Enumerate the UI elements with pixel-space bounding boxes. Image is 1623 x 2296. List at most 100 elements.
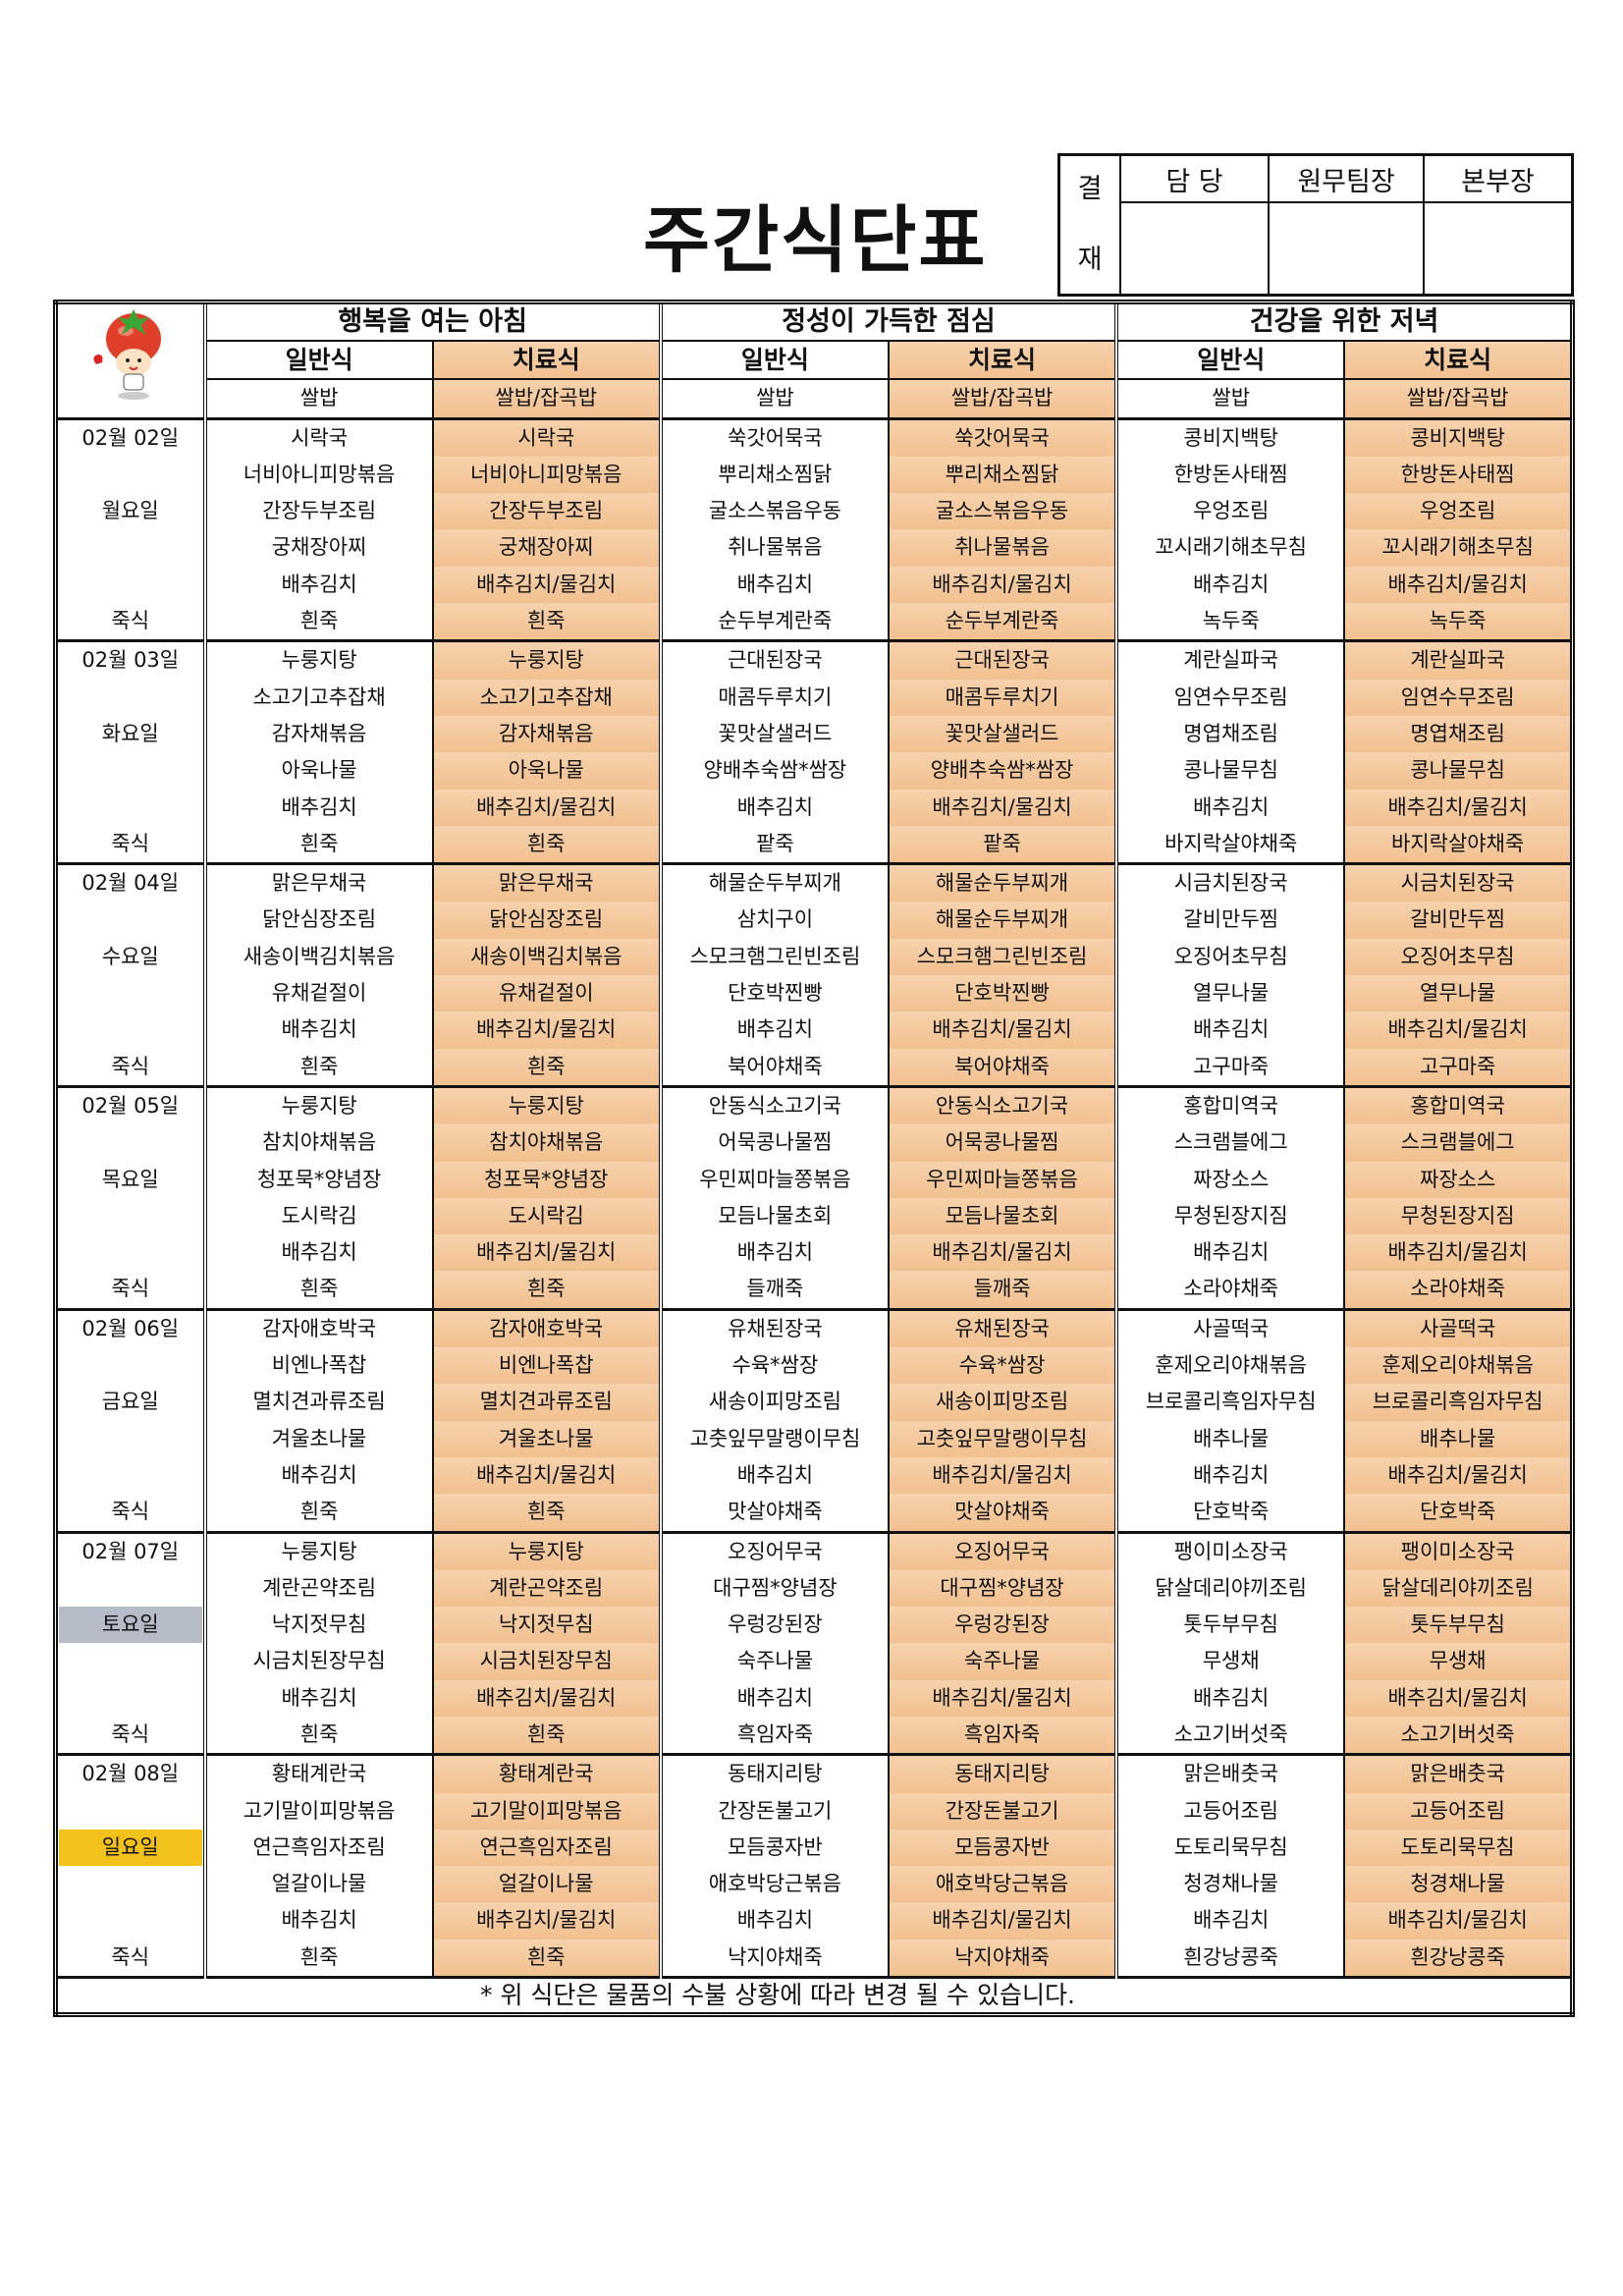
menu-item-dinner-general: 배추김치 xyxy=(1114,1234,1345,1272)
menu-item-lunch-general: 맛살야채죽 xyxy=(658,1494,889,1532)
menu-item-dinner-therapy: 배추김치/물김치 xyxy=(1343,1902,1573,1940)
day-label-cell xyxy=(55,1456,207,1495)
menu-item-dinner-therapy: 배추김치/물김치 xyxy=(1343,566,1573,604)
menu-item-dinner-therapy: 배추나물 xyxy=(1343,1420,1573,1457)
menu-item-lunch-therapy: 쑥갓어묵국 xyxy=(887,416,1117,457)
menu-row: 토요일 낙지젓무침 낙지젓무침 우렁강된장 우렁강된장 톳두부무침 톳두부무침 xyxy=(55,1607,1573,1644)
menu-item-breakfast-general: 감자채볶음 xyxy=(202,715,433,753)
menu-item-lunch-therapy: 배추김치/물김치 xyxy=(887,789,1117,826)
day-label-cell: 금요일 xyxy=(55,1384,207,1421)
menu-item-breakfast-general: 감자애호박국 xyxy=(202,1307,433,1348)
menu-item-breakfast-therapy: 감자채볶음 xyxy=(431,715,661,753)
menu-item-dinner-therapy: 고구마죽 xyxy=(1343,1048,1573,1087)
porridge-label: 죽식 xyxy=(55,1494,207,1532)
menu-row: 유채겉절이 유채겉절이 단호박찐빵 단호박찐빵 열무나물 열무나물 xyxy=(55,975,1573,1012)
approval-sign-director[interactable] xyxy=(1423,201,1574,297)
menu-item-breakfast-general: 간장두부조림 xyxy=(202,493,433,530)
menu-item-dinner-general: 배추김치 xyxy=(1114,789,1345,826)
menu-item-breakfast-general: 멸치견과류조림 xyxy=(202,1384,433,1421)
menu-item-dinner-therapy: 닭살데리야끼조림 xyxy=(1343,1569,1573,1608)
day-label-cell xyxy=(55,1866,207,1903)
menu-item-dinner-therapy: 배추김치/물김치 xyxy=(1343,1234,1573,1272)
menu-item-breakfast-therapy: 닭안심장조림 xyxy=(431,902,661,939)
menu-row: 화요일 감자채볶음 감자채볶음 꽃맛살샐러드 꽃맛살샐러드 명엽채조림 명엽채조림 xyxy=(55,715,1573,753)
menu-item-breakfast-general: 너비아니피망볶음 xyxy=(202,456,433,494)
menu-row: 02월 06일 감자애호박국 감자애호박국 유채된장국 유채된장국 사골떡국 사골떡국 xyxy=(55,1307,1573,1348)
menu-item-breakfast-therapy: 비엔나폭찹 xyxy=(431,1347,661,1385)
day-weekday: 목요일 xyxy=(101,1167,159,1191)
menu-row: 죽식 흰죽 흰죽 들깨죽 들깨죽 소라야채죽 소라야채죽 xyxy=(55,1271,1573,1310)
menu-item-dinner-general: 사골떡국 xyxy=(1114,1307,1345,1348)
menu-item-breakfast-therapy: 맑은무채국 xyxy=(431,862,661,902)
menu-item-lunch-general: 고춧잎무말랭이무침 xyxy=(658,1420,889,1457)
menu-row: 죽식 흰죽 흰죽 팥죽 팥죽 바지락살야채죽 바지락살야채죽 xyxy=(55,825,1573,864)
day-weekday: 월요일 xyxy=(101,499,159,523)
tomato-mascot-icon xyxy=(93,309,161,401)
menu-item-breakfast-therapy: 낙지젓무침 xyxy=(431,1607,661,1644)
porridge-label: 죽식 xyxy=(55,1716,207,1755)
meal-title-lunch: 정성이 가득한 점심 xyxy=(658,301,1118,342)
menu-item-dinner-general: 팽이미소장국 xyxy=(1114,1530,1345,1570)
menu-item-lunch-therapy: 오징어무국 xyxy=(887,1530,1117,1570)
menu-item-lunch-general: 낙지야채죽 xyxy=(658,1939,889,1978)
menu-item-dinner-therapy: 열무나물 xyxy=(1343,975,1573,1012)
menu-item-dinner-general: 시금치된장국 xyxy=(1114,862,1345,902)
menu-item-breakfast-therapy: 배추김치/물김치 xyxy=(431,1456,661,1495)
approval-sign-manager[interactable] xyxy=(1119,201,1270,297)
menu-item-dinner-general: 계란실파국 xyxy=(1114,639,1345,680)
menu-item-dinner-therapy: 브로콜리흑임자무침 xyxy=(1343,1384,1573,1421)
menu-item-dinner-general: 우엉조림 xyxy=(1114,493,1345,530)
menu-item-lunch-therapy: 순두부계란죽 xyxy=(887,603,1117,641)
menu-item-breakfast-therapy: 흰죽 xyxy=(431,1716,661,1755)
menu-item-dinner-general: 한방돈사태찜 xyxy=(1114,456,1345,494)
menu-item-breakfast-general: 배추김치 xyxy=(202,566,433,604)
approval-label-bottom: 재 xyxy=(1077,245,1103,275)
menu-item-lunch-therapy: 양배추숙쌈*쌈장 xyxy=(887,752,1117,790)
menu-item-lunch-general: 간장돈불고기 xyxy=(658,1792,889,1830)
menu-item-breakfast-therapy: 배추김치/물김치 xyxy=(431,1011,661,1049)
menu-item-lunch-general: 배추김치 xyxy=(658,1902,889,1940)
day-label-cell: 토요일 xyxy=(55,1607,207,1644)
porridge-label: 죽식 xyxy=(55,825,207,864)
menu-item-breakfast-general: 얼갈이나물 xyxy=(202,1866,433,1903)
menu-item-lunch-general: 오징어무국 xyxy=(658,1530,889,1570)
menu-item-breakfast-therapy: 흰죽 xyxy=(431,825,661,864)
approval-sign-team-lead[interactable] xyxy=(1268,201,1425,297)
menu-item-lunch-therapy: 모듬나물초회 xyxy=(887,1197,1117,1235)
menu-item-breakfast-therapy: 고기말이피망볶음 xyxy=(431,1792,661,1830)
menu-item-breakfast-therapy: 계란곤약조림 xyxy=(431,1569,661,1608)
menu-row: 배추김치 배추김치/물김치 배추김치 배추김치/물김치 배추김치 배추김치/물김치 xyxy=(55,789,1573,826)
menu-row: 죽식 흰죽 흰죽 맛살야채죽 맛살야채죽 단호박죽 단호박죽 xyxy=(55,1494,1573,1532)
menu-item-dinner-therapy: 소고기버섯죽 xyxy=(1343,1716,1573,1755)
menu-item-dinner-therapy: 단호박죽 xyxy=(1343,1494,1573,1532)
menu-row: 02월 07일 누룽지탕 누룽지탕 오징어무국 오징어무국 팽이미소장국 팽이미소장국 xyxy=(55,1530,1573,1570)
menu-row: 너비아니피망볶음 너비아니피망볶음 뿌리채소찜닭 뿌리채소찜닭 한방돈사태찜 한방돈사태찜 xyxy=(55,456,1573,494)
menu-item-lunch-general: 새송이피망조림 xyxy=(658,1384,889,1421)
menu-item-dinner-therapy: 계란실파국 xyxy=(1343,639,1573,680)
menu-item-dinner-therapy: 사골떡국 xyxy=(1343,1307,1573,1348)
menu-item-dinner-therapy: 팽이미소장국 xyxy=(1343,1530,1573,1570)
menu-item-dinner-therapy: 소라야채죽 xyxy=(1343,1271,1573,1310)
menu-item-breakfast-general: 흰죽 xyxy=(202,1271,433,1310)
menu-item-breakfast-general: 배추김치 xyxy=(202,1234,433,1272)
menu-item-breakfast-therapy: 배추김치/물김치 xyxy=(431,1679,661,1717)
menu-item-lunch-general: 취나물볶음 xyxy=(658,529,889,567)
menu-row: 금요일 멸치견과류조림 멸치견과류조림 새송이피망조림 새송이피망조림 브로콜리흑임자무침… xyxy=(55,1384,1573,1421)
menu-item-dinner-therapy: 배추김치/물김치 xyxy=(1343,1456,1573,1495)
menu-row: 시금치된장무침 시금치된장무침 숙주나물 숙주나물 무생채 무생채 xyxy=(55,1643,1573,1680)
day-label-cell: 화요일 xyxy=(55,715,207,753)
menu-item-lunch-general: 단호박찐빵 xyxy=(658,975,889,1012)
menu-item-breakfast-therapy: 아욱나물 xyxy=(431,752,661,790)
menu-item-dinner-therapy: 무생채 xyxy=(1343,1643,1573,1680)
menu-item-lunch-therapy: 새송이피망조림 xyxy=(887,1384,1117,1421)
menu-item-breakfast-general: 흰죽 xyxy=(202,1494,433,1532)
menu-item-lunch-general: 배추김치 xyxy=(658,1456,889,1495)
porridge-label: 죽식 xyxy=(55,603,207,641)
menu-item-breakfast-therapy: 누룽지탕 xyxy=(431,1530,661,1570)
menu-item-dinner-therapy: 무청된장지짐 xyxy=(1343,1197,1573,1235)
day-date: 02월 04일 xyxy=(55,862,207,902)
menu-item-breakfast-general: 누룽지탕 xyxy=(202,1530,433,1570)
menu-item-dinner-general: 배추김치 xyxy=(1114,1902,1345,1940)
menu-row: 비엔나폭찹 비엔나폭찹 수육*쌈장 수육*쌈장 훈제오리야채볶음 훈제오리야채볶음 xyxy=(55,1347,1573,1385)
menu-row: 02월 03일 누룽지탕 누룽지탕 근대된장국 근대된장국 계란실파국 계란실파국 xyxy=(55,639,1573,680)
